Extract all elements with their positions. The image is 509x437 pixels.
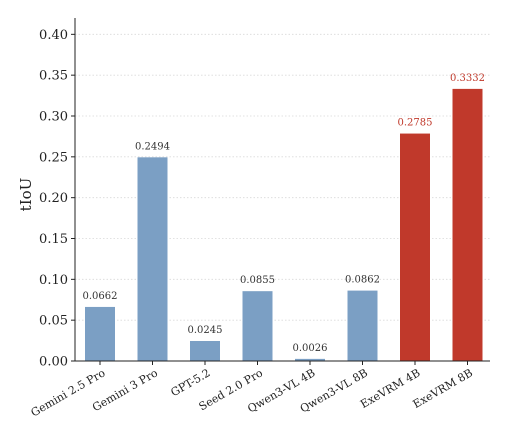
y-tick-label: 0.40: [39, 28, 68, 43]
bar: [85, 306, 115, 361]
value-label: 0.3332: [450, 73, 485, 84]
y-tick-label: 0.30: [39, 110, 68, 125]
bar: [190, 340, 220, 361]
value-label: 0.0026: [293, 343, 328, 354]
x-tick-label: ExeVRM 8B: [411, 366, 475, 411]
bar: [137, 157, 168, 361]
bar: [452, 88, 483, 362]
value-label: 0.0862: [345, 275, 380, 286]
value-label: 0.0855: [240, 275, 275, 286]
axes: [71, 18, 490, 365]
grid: [75, 33, 490, 321]
bar: [400, 133, 430, 361]
bars: [85, 88, 483, 362]
bar: [295, 358, 325, 361]
y-tick-label: 0.05: [39, 314, 68, 329]
y-tick-label: 0.00: [39, 355, 68, 370]
value-label: 0.0662: [83, 291, 118, 302]
y-tick-label: 0.10: [39, 273, 68, 288]
y-tick-label: 0.20: [39, 191, 68, 206]
y-tick-label: 0.25: [39, 150, 68, 165]
value-label: 0.0245: [188, 325, 223, 336]
y-axis-label: tIoU: [17, 178, 35, 212]
value-label: 0.2785: [398, 118, 433, 129]
x-tick-label: GPT-5.2: [168, 366, 212, 399]
bar: [242, 291, 273, 361]
value-label: 0.2494: [135, 141, 170, 152]
bar: [347, 290, 378, 361]
y-tick-label: 0.35: [39, 69, 68, 84]
y-tick-label: 0.15: [39, 232, 68, 247]
